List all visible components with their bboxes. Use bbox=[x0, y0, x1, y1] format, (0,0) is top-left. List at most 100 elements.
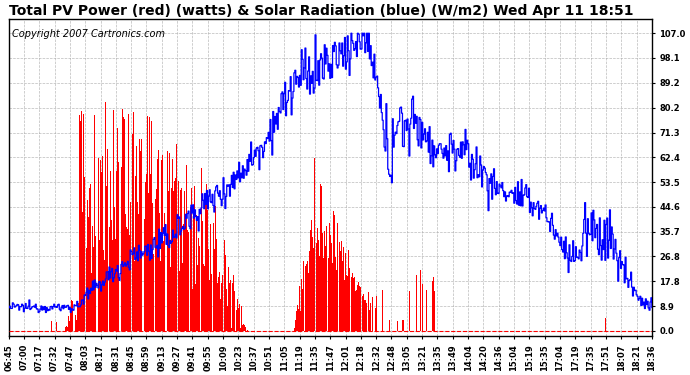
Bar bbox=[130, 234, 132, 331]
Bar bbox=[207, 210, 208, 331]
Bar bbox=[194, 186, 195, 331]
Bar bbox=[75, 315, 77, 331]
Bar bbox=[333, 211, 334, 331]
Bar bbox=[179, 271, 180, 331]
Bar bbox=[68, 316, 69, 331]
Bar bbox=[318, 240, 319, 331]
Bar bbox=[93, 247, 94, 331]
Bar bbox=[605, 318, 607, 331]
Bar bbox=[300, 311, 301, 331]
Bar bbox=[365, 300, 366, 331]
Bar bbox=[219, 272, 220, 331]
Bar bbox=[103, 250, 104, 331]
Bar bbox=[295, 320, 296, 331]
Bar bbox=[237, 299, 238, 331]
Bar bbox=[89, 188, 90, 331]
Bar bbox=[94, 115, 95, 331]
Bar bbox=[172, 159, 173, 331]
Bar bbox=[308, 273, 309, 331]
Bar bbox=[160, 261, 161, 331]
Bar bbox=[354, 277, 355, 331]
Bar bbox=[208, 249, 209, 331]
Bar bbox=[202, 220, 204, 331]
Bar bbox=[105, 102, 106, 331]
Bar bbox=[340, 251, 342, 331]
Bar bbox=[169, 153, 170, 331]
Bar bbox=[187, 230, 188, 331]
Bar bbox=[81, 111, 82, 331]
Bar bbox=[213, 223, 215, 331]
Bar bbox=[220, 298, 221, 331]
Bar bbox=[231, 328, 232, 331]
Bar bbox=[137, 202, 138, 331]
Bar bbox=[426, 290, 427, 331]
Bar bbox=[85, 192, 86, 331]
Bar bbox=[368, 292, 369, 331]
Bar bbox=[79, 115, 80, 331]
Bar bbox=[397, 321, 398, 331]
Bar bbox=[82, 211, 83, 331]
Bar bbox=[350, 282, 351, 331]
Bar bbox=[334, 215, 335, 331]
Bar bbox=[150, 174, 151, 331]
Bar bbox=[199, 167, 201, 331]
Bar bbox=[239, 304, 240, 331]
Bar bbox=[74, 292, 75, 331]
Bar bbox=[70, 313, 71, 331]
Bar bbox=[311, 220, 312, 331]
Bar bbox=[144, 219, 146, 331]
Bar bbox=[342, 261, 343, 331]
Bar bbox=[353, 278, 354, 331]
Bar bbox=[186, 165, 187, 331]
Bar bbox=[152, 254, 154, 331]
Bar bbox=[233, 275, 234, 331]
Bar bbox=[181, 188, 182, 331]
Bar bbox=[206, 184, 207, 331]
Bar bbox=[358, 282, 359, 331]
Bar bbox=[117, 128, 118, 331]
Bar bbox=[77, 305, 78, 331]
Bar bbox=[226, 289, 227, 331]
Bar bbox=[132, 134, 133, 331]
Bar bbox=[124, 119, 125, 331]
Bar bbox=[224, 240, 226, 331]
Bar bbox=[315, 182, 317, 331]
Bar bbox=[382, 290, 383, 331]
Bar bbox=[337, 266, 339, 331]
Bar bbox=[328, 258, 329, 331]
Bar bbox=[165, 186, 166, 331]
Bar bbox=[129, 235, 130, 331]
Bar bbox=[154, 130, 155, 331]
Bar bbox=[370, 303, 371, 331]
Bar bbox=[357, 285, 358, 331]
Bar bbox=[102, 156, 103, 331]
Bar bbox=[297, 305, 298, 331]
Bar bbox=[171, 189, 172, 331]
Bar bbox=[138, 214, 139, 331]
Bar bbox=[376, 296, 377, 331]
Bar bbox=[151, 121, 152, 331]
Bar bbox=[140, 151, 141, 331]
Bar bbox=[96, 136, 97, 331]
Bar bbox=[111, 220, 112, 331]
Bar bbox=[136, 146, 137, 331]
Bar bbox=[72, 294, 74, 331]
Bar bbox=[161, 160, 162, 331]
Bar bbox=[66, 326, 67, 331]
Bar bbox=[162, 155, 163, 331]
Bar bbox=[240, 328, 241, 331]
Bar bbox=[218, 277, 219, 331]
Bar bbox=[71, 300, 72, 331]
Bar bbox=[356, 290, 357, 331]
Bar bbox=[321, 186, 322, 331]
Bar bbox=[125, 214, 126, 331]
Bar bbox=[100, 160, 101, 331]
Bar bbox=[310, 230, 311, 331]
Bar bbox=[246, 328, 248, 331]
Bar bbox=[232, 283, 233, 331]
Bar bbox=[344, 280, 345, 331]
Bar bbox=[101, 171, 102, 331]
Bar bbox=[402, 320, 403, 331]
Bar bbox=[210, 274, 212, 331]
Bar bbox=[195, 284, 196, 331]
